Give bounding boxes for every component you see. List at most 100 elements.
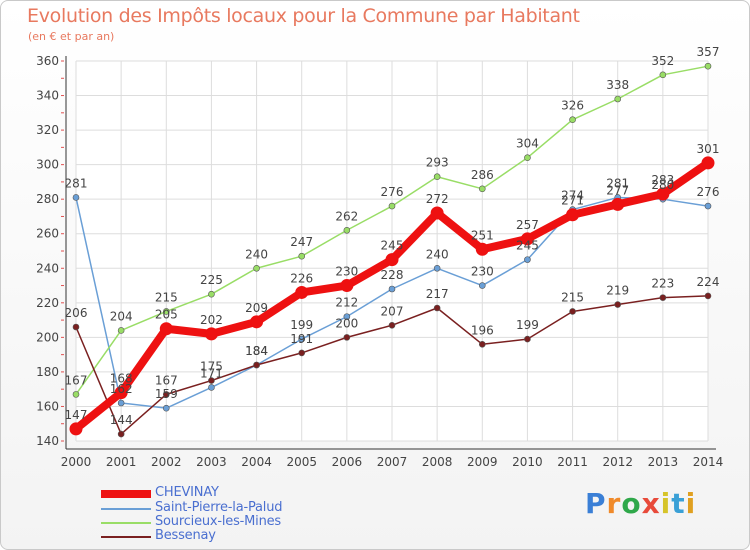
- data-point: [250, 315, 264, 329]
- y-tick-label: 200: [36, 330, 59, 344]
- data-label: 247: [290, 235, 313, 249]
- data-label: 215: [155, 290, 178, 304]
- data-point: [253, 361, 260, 369]
- data-point: [566, 208, 580, 222]
- y-tick-label: 220: [36, 296, 59, 310]
- data-label: 196: [471, 323, 494, 337]
- legend-label: Sourcieux-les-Mines: [155, 514, 281, 529]
- data-point: [208, 384, 215, 391]
- data-label: 304: [516, 137, 539, 151]
- legend-swatch: [101, 536, 151, 538]
- y-tick-label: 260: [36, 227, 59, 241]
- data-point: [430, 206, 444, 220]
- data-point: [520, 232, 534, 246]
- y-tick-label: 160: [36, 399, 59, 413]
- data-point: [72, 391, 80, 398]
- data-point: [478, 282, 486, 289]
- data-point: [569, 116, 576, 124]
- data-label: 272: [426, 192, 449, 206]
- legend-swatch: [101, 490, 151, 498]
- data-label: 219: [606, 284, 629, 298]
- data-point: [162, 391, 170, 398]
- data-point: [614, 301, 622, 308]
- data-point: [162, 308, 170, 315]
- data-point: [569, 308, 576, 315]
- data-point: [475, 242, 489, 256]
- data-label: 281: [65, 176, 88, 190]
- legend-label: Saint-Pierre-la-Palud: [155, 500, 283, 515]
- data-label: 204: [110, 309, 133, 323]
- data-label: 224: [697, 275, 720, 289]
- x-tick-label: 2013: [648, 455, 679, 469]
- data-point: [298, 335, 306, 343]
- data-point: [253, 264, 260, 272]
- data-label: 352: [651, 54, 674, 68]
- data-label: 209: [245, 301, 268, 315]
- chart-title: Evolution des Impôts locaux pour la Comm…: [27, 5, 580, 27]
- data-point: [433, 173, 441, 181]
- data-point: [478, 340, 486, 348]
- x-tick-label: 2009: [467, 455, 498, 469]
- data-point: [524, 154, 531, 162]
- y-tick-label: 180: [36, 365, 59, 379]
- data-label: 326: [561, 99, 584, 113]
- data-label: 283: [651, 173, 674, 187]
- logo-letter: i: [685, 487, 697, 520]
- data-point: [114, 386, 128, 400]
- data-label: 276: [381, 185, 404, 199]
- y-tick-label: 140: [36, 434, 59, 448]
- data-label: 175: [200, 360, 223, 374]
- data-point: [162, 404, 170, 412]
- data-label: 338: [606, 78, 629, 92]
- data-point: [388, 285, 396, 293]
- data-label: 184: [245, 344, 268, 358]
- data-point: [72, 194, 80, 201]
- x-tick-label: 2007: [377, 455, 408, 469]
- logo-letter: P: [585, 487, 607, 520]
- data-label: 168: [110, 372, 133, 386]
- data-label: 226: [290, 271, 313, 285]
- data-label: 223: [651, 277, 674, 291]
- x-tick-label: 2014: [693, 455, 724, 469]
- data-label: 159: [155, 387, 178, 401]
- x-tick-label: 2010: [512, 455, 543, 469]
- x-tick-label: 2012: [602, 455, 633, 469]
- data-label: 199: [516, 318, 539, 332]
- data-point: [208, 290, 215, 298]
- y-tick-label: 360: [36, 54, 59, 68]
- data-point: [208, 377, 215, 384]
- data-point: [69, 422, 83, 436]
- data-label: 171: [200, 366, 223, 380]
- data-point: [117, 327, 125, 334]
- data-label: 240: [245, 247, 268, 261]
- data-label: 147: [65, 408, 88, 422]
- data-point: [701, 156, 715, 170]
- legend-swatch: [101, 522, 151, 524]
- data-label: 293: [426, 156, 449, 170]
- data-label: 167: [155, 373, 178, 387]
- data-label: 286: [471, 168, 494, 182]
- data-label: 240: [426, 247, 449, 261]
- data-label: 200: [335, 316, 358, 330]
- data-point: [388, 202, 396, 210]
- data-point: [611, 197, 625, 211]
- data-label: 245: [381, 239, 404, 253]
- data-point: [524, 335, 531, 343]
- data-label: 274: [561, 189, 584, 203]
- data-label: 251: [471, 228, 494, 242]
- data-point: [704, 62, 712, 70]
- data-label: 280: [651, 178, 674, 192]
- data-label: 217: [426, 287, 449, 301]
- chart-subtitle: (en € et par an): [28, 30, 115, 43]
- data-label: 212: [335, 296, 358, 310]
- data-point: [385, 253, 399, 267]
- legend-label: Bessenay: [155, 528, 216, 543]
- data-point: [614, 95, 622, 103]
- x-tick-label: 2011: [557, 455, 588, 469]
- x-tick-label: 2005: [286, 455, 317, 469]
- x-tick-label: 2008: [422, 455, 453, 469]
- data-point: [340, 279, 354, 293]
- data-label: 228: [381, 268, 404, 282]
